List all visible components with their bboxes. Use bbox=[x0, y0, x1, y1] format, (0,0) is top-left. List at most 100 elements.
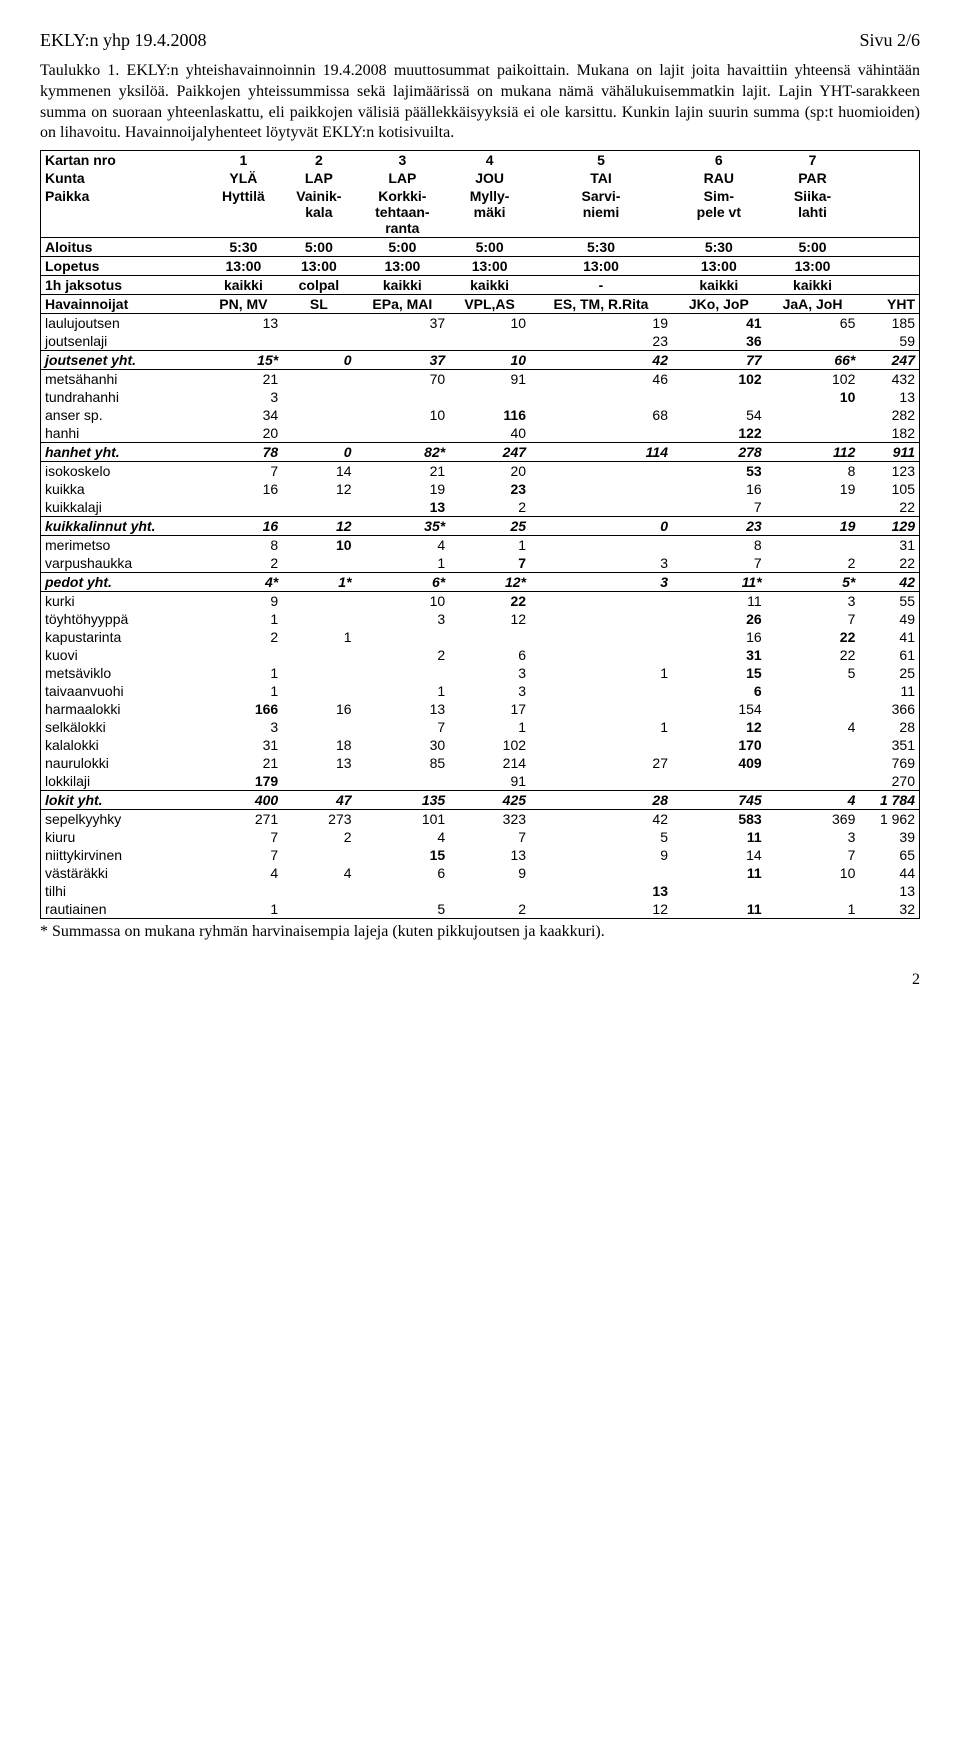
species-label: kuikkalinnut yht. bbox=[41, 517, 205, 536]
value-cell: 35* bbox=[356, 517, 450, 536]
value-cell: 2 bbox=[449, 900, 530, 919]
value-cell bbox=[766, 700, 860, 718]
value-cell bbox=[205, 498, 283, 517]
value-cell: 7 bbox=[205, 462, 283, 481]
species-label: niittykirvinen bbox=[41, 846, 205, 864]
page-header: EKLY:n yhp 19.4.2008 Sivu 2/6 bbox=[40, 30, 920, 51]
value-cell: 91 bbox=[449, 772, 530, 791]
cell: 5:30 bbox=[672, 238, 766, 257]
yht-cell: 11 bbox=[859, 682, 919, 700]
value-cell: 2 bbox=[766, 554, 860, 573]
yht-cell: 41 bbox=[859, 628, 919, 646]
value-cell: 369 bbox=[766, 810, 860, 829]
value-cell: 42 bbox=[530, 810, 672, 829]
value-cell: 745 bbox=[672, 791, 766, 810]
value-cell: 19 bbox=[356, 480, 450, 498]
cell: 13:00 bbox=[356, 257, 450, 276]
value-cell bbox=[766, 332, 860, 351]
value-cell: 3 bbox=[766, 592, 860, 611]
cell: kaikki bbox=[766, 276, 860, 295]
value-cell: 16 bbox=[205, 480, 283, 498]
value-cell: 15* bbox=[205, 351, 283, 370]
value-cell: 4 bbox=[356, 828, 450, 846]
value-cell: 40 bbox=[449, 424, 530, 443]
species-label: töyhtöhyyppä bbox=[41, 610, 205, 628]
value-cell bbox=[530, 646, 672, 664]
value-cell: 23 bbox=[672, 517, 766, 536]
species-label: kalalokki bbox=[41, 736, 205, 754]
value-cell: 4 bbox=[356, 536, 450, 555]
value-cell: 10 bbox=[449, 314, 530, 333]
value-cell: 1 bbox=[356, 554, 450, 573]
species-label: rautiainen bbox=[41, 900, 205, 919]
havainnoijat-row: Havainnoijat bbox=[41, 295, 205, 314]
value-cell: 247 bbox=[449, 443, 530, 462]
yht-cell: 129 bbox=[859, 517, 919, 536]
cell: 5:00 bbox=[766, 238, 860, 257]
value-cell bbox=[356, 772, 450, 791]
cell: 13:00 bbox=[766, 257, 860, 276]
value-cell: 12 bbox=[282, 517, 355, 536]
yht-cell: 282 bbox=[859, 406, 919, 424]
value-cell: 122 bbox=[672, 424, 766, 443]
value-cell: 1 bbox=[205, 664, 283, 682]
value-cell: 41 bbox=[672, 314, 766, 333]
value-cell bbox=[766, 736, 860, 754]
cell: Sim- pele vt bbox=[672, 187, 766, 238]
value-cell: 1 bbox=[205, 610, 283, 628]
cell: PN, MV bbox=[205, 295, 283, 314]
cell: Vainik- kala bbox=[282, 187, 355, 238]
yht-cell bbox=[859, 238, 919, 257]
value-cell: 1 bbox=[205, 682, 283, 700]
species-label: taivaanvuohi bbox=[41, 682, 205, 700]
value-cell bbox=[766, 498, 860, 517]
value-cell: 78 bbox=[205, 443, 283, 462]
value-cell: 26 bbox=[672, 610, 766, 628]
value-cell: 65 bbox=[766, 314, 860, 333]
value-cell: 25 bbox=[449, 517, 530, 536]
value-cell: 9 bbox=[530, 846, 672, 864]
cell: 3 bbox=[356, 151, 450, 170]
value-cell: 34 bbox=[205, 406, 283, 424]
yht-cell bbox=[859, 187, 919, 238]
table-caption: Taulukko 1. EKLY:n yhteishavainnoinnin 1… bbox=[40, 61, 920, 144]
value-cell: 10 bbox=[449, 351, 530, 370]
value-cell: 14 bbox=[672, 846, 766, 864]
species-label: kuovi bbox=[41, 646, 205, 664]
value-cell bbox=[530, 388, 672, 406]
value-cell: 54 bbox=[672, 406, 766, 424]
cell: PAR bbox=[766, 169, 860, 187]
value-cell: 7 bbox=[766, 610, 860, 628]
value-cell: 112 bbox=[766, 443, 860, 462]
cell: LAP bbox=[282, 169, 355, 187]
value-cell bbox=[282, 718, 355, 736]
species-label: selkälokki bbox=[41, 718, 205, 736]
value-cell: 13 bbox=[282, 754, 355, 772]
value-cell: 11 bbox=[672, 864, 766, 882]
value-cell bbox=[766, 424, 860, 443]
value-cell: 271 bbox=[205, 810, 283, 829]
yht-cell: 1 962 bbox=[859, 810, 919, 829]
value-cell bbox=[530, 628, 672, 646]
value-cell: 3 bbox=[766, 828, 860, 846]
yht-cell: 366 bbox=[859, 700, 919, 718]
yht-cell bbox=[859, 276, 919, 295]
value-cell bbox=[530, 424, 672, 443]
value-cell: 1 bbox=[205, 900, 283, 919]
value-cell bbox=[672, 882, 766, 900]
paikka-row: Paikka bbox=[41, 187, 205, 238]
value-cell: 6 bbox=[672, 682, 766, 700]
species-label: kapustarinta bbox=[41, 628, 205, 646]
value-cell bbox=[356, 664, 450, 682]
yht-cell bbox=[859, 151, 919, 170]
species-label: harmaalokki bbox=[41, 700, 205, 718]
value-cell bbox=[449, 628, 530, 646]
species-label: joutsenlaji bbox=[41, 332, 205, 351]
value-cell bbox=[672, 772, 766, 791]
yht-cell: 44 bbox=[859, 864, 919, 882]
value-cell: 85 bbox=[356, 754, 450, 772]
yht-cell: 22 bbox=[859, 554, 919, 573]
value-cell: 7 bbox=[449, 828, 530, 846]
value-cell: 46 bbox=[530, 370, 672, 389]
value-cell: 36 bbox=[672, 332, 766, 351]
